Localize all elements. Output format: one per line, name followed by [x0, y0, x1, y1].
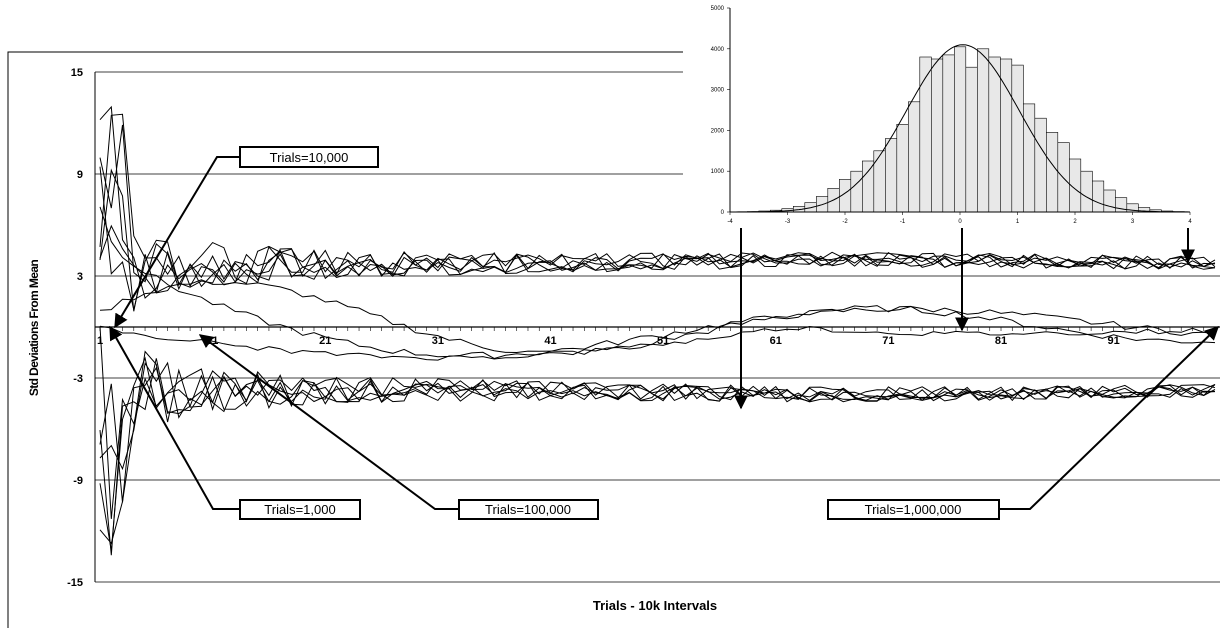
histogram-bar: [873, 150, 886, 213]
arrow-10000: [114, 156, 240, 329]
y-tick-label: 9: [77, 169, 83, 181]
histogram-bar: [942, 54, 955, 213]
inset-x-tick-label: 0: [958, 219, 962, 225]
inset-y-tick-label: 5000: [711, 6, 725, 12]
series-line-upper: [99, 166, 1216, 310]
histogram-bar: [1080, 170, 1093, 213]
x-tick-label: 71: [882, 335, 894, 347]
histogram-bar: [930, 58, 944, 213]
callout-label-1000: Trials=1,000: [264, 502, 335, 517]
inset-x-tick-label: -4: [727, 219, 733, 225]
x-tick-label: 91: [1108, 335, 1120, 347]
y-tick-label: -3: [73, 373, 83, 385]
series-line-middle: [99, 206, 1216, 360]
x-tick-label: 61: [770, 335, 782, 347]
series-line-middle: [99, 325, 1216, 361]
histogram-bar: [1046, 132, 1059, 213]
series-line-lower: [99, 366, 1216, 503]
histogram-bar: [1103, 189, 1116, 213]
inset-x-tick-label: -2: [842, 219, 848, 225]
inset-y-tick-label: 2000: [711, 128, 725, 134]
histogram-bar: [896, 124, 909, 213]
histogram-bar: [1092, 180, 1105, 213]
y-tick-label: -9: [73, 475, 83, 487]
inset-y-tick-label: 3000: [711, 88, 725, 94]
histogram-bar: [988, 56, 1001, 213]
histogram-bar: [1011, 64, 1024, 213]
y-tick-label: -15: [67, 577, 83, 589]
x-tick-label: 1: [97, 335, 103, 347]
inset-y-tick-label: 1000: [711, 169, 725, 175]
chart-frame: [7, 51, 720, 628]
inset-x-tick-label: 2: [1073, 219, 1077, 225]
series-lines: [99, 105, 1216, 556]
series-line-lower: [99, 326, 1216, 519]
y-axis-title: Std Deviations From Mean: [27, 260, 41, 397]
inset-x-tick-label: 3: [1131, 219, 1135, 225]
x-tick-label: 81: [995, 335, 1007, 347]
callout-arrows: [109, 156, 1220, 510]
histogram-bar: [1057, 142, 1070, 213]
histogram-bar: [976, 48, 990, 213]
inset-normal-curve: [730, 44, 1191, 213]
histogram-bar: [884, 138, 898, 213]
series-line-lower: [99, 350, 1216, 545]
x-axis-title: Trials - 10k Intervals: [593, 598, 717, 613]
histogram-bar: [907, 101, 921, 213]
inset-histogram: 0 1000 2000 3000 4000 5000 -4 -3 -2 -1 0 1 2 3 4: [683, 0, 1223, 228]
inset-y-tick-label: 0: [721, 210, 725, 216]
histogram-bar: [999, 58, 1013, 213]
histogram-bar: [965, 66, 978, 213]
callout-label-10000: Trials=10,000: [270, 150, 349, 165]
inset-x-tick-label: 4: [1188, 219, 1192, 225]
series-line-upper: [99, 168, 1216, 312]
series-line-lower: [99, 358, 1216, 556]
callout-label-100000: Trials=100,000: [485, 502, 571, 517]
x-tick-label: 41: [544, 335, 556, 347]
histogram-bar: [919, 56, 932, 213]
gridlines: [94, 71, 1220, 583]
series-line-lower: [99, 361, 1216, 471]
y-tick-label: 15: [71, 67, 83, 79]
histogram-bar: [1034, 117, 1047, 213]
inset-axes: 0 1000 2000 3000 4000 5000 -4 -3 -2 -1 0 1 2 3 4: [711, 6, 1193, 225]
arrow-1000000: [999, 326, 1220, 510]
callouts: Trials=10,000 Trials=1,000 Trials=100,00…: [239, 146, 1000, 520]
inset-y-tick-label: 4000: [711, 47, 725, 53]
y-tick-label: 3: [77, 271, 83, 283]
arrow-100000: [198, 334, 459, 510]
histogram-bar: [861, 160, 875, 213]
series-line-upper: [99, 105, 1216, 299]
series-line-middle: [99, 279, 1216, 355]
histogram-bar: [850, 170, 863, 213]
callout-label-1000000: Trials=1,000,000: [865, 502, 962, 517]
x-tick-label: 31: [432, 335, 444, 347]
inset-x-tick-label: -1: [900, 219, 906, 225]
y-tick-labels: 15 9 3 -3 -9 -15: [67, 67, 83, 589]
histogram-bar: [953, 46, 967, 213]
series-line-upper: [99, 224, 1216, 294]
arrow-1000: [109, 325, 240, 510]
inset-x-tick-label: 1: [1016, 219, 1020, 225]
inset-x-tick-label: -3: [785, 219, 791, 225]
